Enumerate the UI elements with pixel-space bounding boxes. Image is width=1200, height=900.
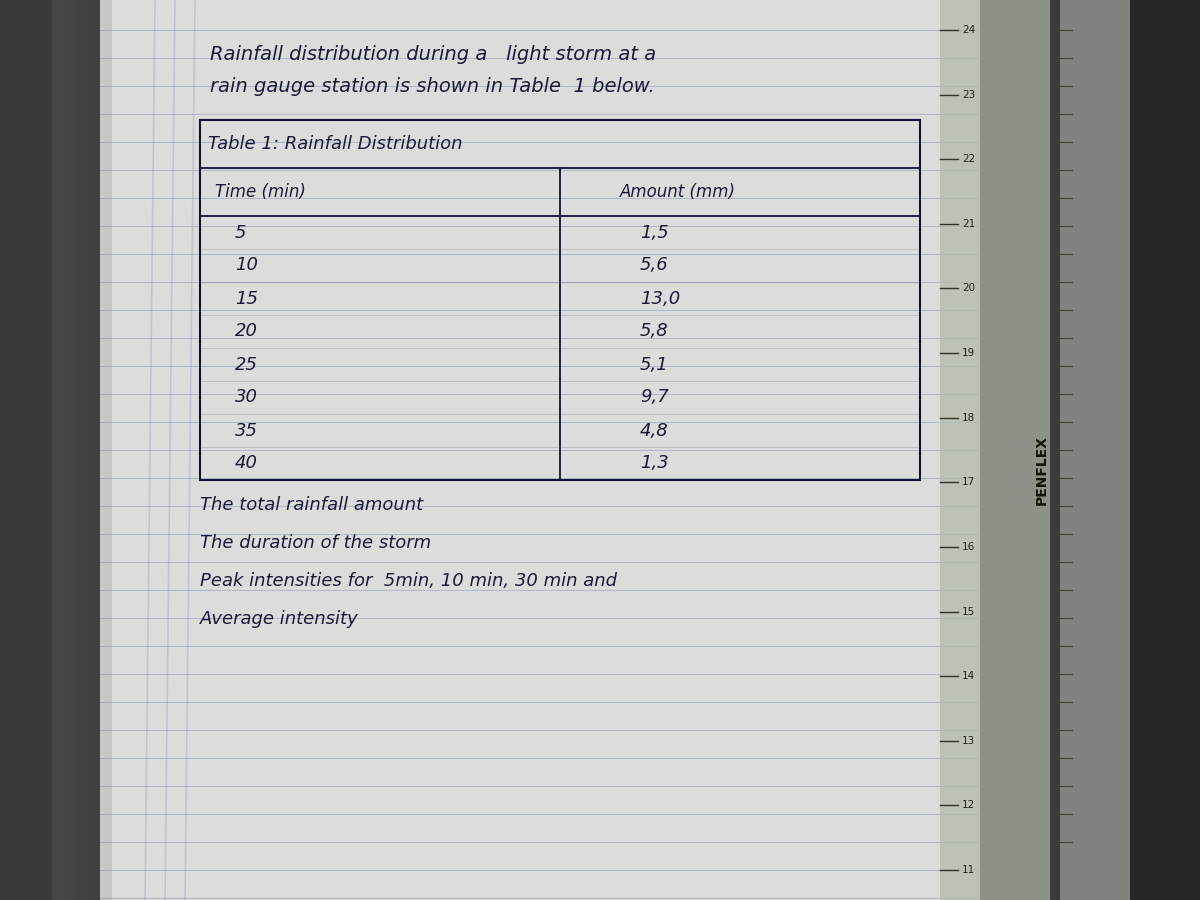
Polygon shape xyxy=(100,0,980,900)
Bar xyxy=(52,0,64,900)
Text: 18: 18 xyxy=(962,413,976,423)
Text: 15: 15 xyxy=(962,607,976,616)
Text: 15: 15 xyxy=(235,290,258,308)
Text: 22: 22 xyxy=(962,154,976,164)
Text: 5,1: 5,1 xyxy=(640,356,668,373)
Text: Time (min): Time (min) xyxy=(215,183,306,201)
Bar xyxy=(76,0,88,900)
Text: The total rainfall amount: The total rainfall amount xyxy=(200,496,424,514)
Text: PENFLEX: PENFLEX xyxy=(1034,435,1049,505)
Text: 5: 5 xyxy=(235,223,246,241)
Text: 25: 25 xyxy=(235,356,258,373)
Text: 5,6: 5,6 xyxy=(640,256,668,274)
Text: 35: 35 xyxy=(235,421,258,439)
Text: 23: 23 xyxy=(962,90,976,100)
Text: The duration of the storm: The duration of the storm xyxy=(200,534,431,552)
Text: 16: 16 xyxy=(962,542,976,552)
Text: 12: 12 xyxy=(962,800,976,810)
Text: 21: 21 xyxy=(962,219,976,229)
Bar xyxy=(1060,0,1130,900)
Bar xyxy=(64,0,76,900)
Text: 17: 17 xyxy=(962,477,976,487)
Bar xyxy=(100,0,112,900)
Text: Amount (mm): Amount (mm) xyxy=(620,183,736,201)
Text: 40: 40 xyxy=(235,454,258,472)
Text: Table 1: Rainfall Distribution: Table 1: Rainfall Distribution xyxy=(208,135,462,153)
Text: 30: 30 xyxy=(235,389,258,407)
Text: 9,7: 9,7 xyxy=(640,389,668,407)
Text: 4,8: 4,8 xyxy=(640,421,668,439)
Text: 14: 14 xyxy=(962,671,976,681)
Bar xyxy=(1130,0,1200,900)
Text: rain gauge station is shown in Table  1 below.: rain gauge station is shown in Table 1 b… xyxy=(210,77,655,96)
Text: 10: 10 xyxy=(235,256,258,274)
Bar xyxy=(940,0,1050,900)
Text: 1,3: 1,3 xyxy=(640,454,668,472)
Text: Average intensity: Average intensity xyxy=(200,610,359,628)
Text: Peak intensities for  5min, 10 min, 30 min and: Peak intensities for 5min, 10 min, 30 mi… xyxy=(200,572,617,590)
Text: 1,5: 1,5 xyxy=(640,223,668,241)
Text: 19: 19 xyxy=(962,348,976,358)
Text: 20: 20 xyxy=(962,284,976,293)
Text: 13,0: 13,0 xyxy=(640,290,680,308)
Bar xyxy=(88,0,100,900)
Bar xyxy=(200,120,920,480)
Text: 11: 11 xyxy=(962,865,976,875)
Text: 24: 24 xyxy=(962,25,976,35)
Text: 20: 20 xyxy=(235,322,258,340)
Text: 13: 13 xyxy=(962,736,976,746)
Text: 5,8: 5,8 xyxy=(640,322,668,340)
Text: Rainfall distribution during a   light storm at a: Rainfall distribution during a light sto… xyxy=(210,46,656,65)
